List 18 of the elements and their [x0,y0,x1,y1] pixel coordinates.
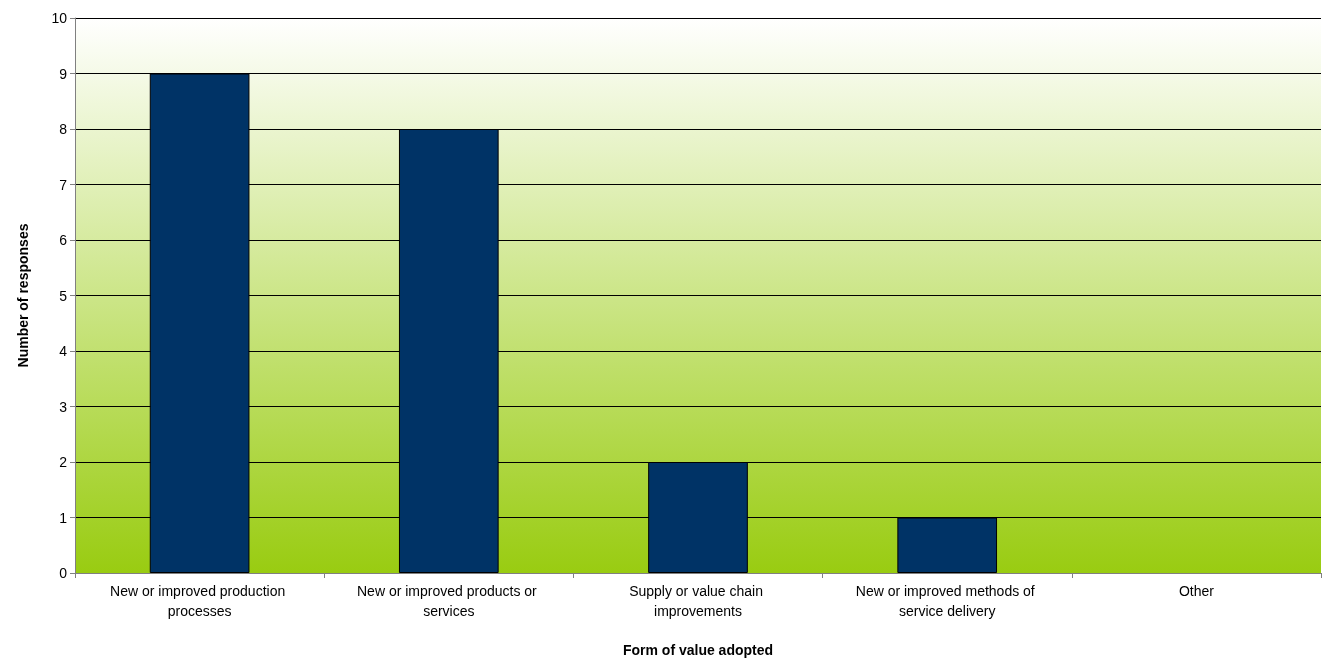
y-tick-label: 2 [59,454,68,470]
y-tick-label: 9 [59,65,68,82]
x-tick-label: Supply or value chain improvements [629,583,767,619]
y-tick-label: 8 [59,121,68,137]
y-axis-title: Number of responses [15,223,31,368]
y-tick-label: 5 [59,287,68,304]
x-tick-label: New or improved products or services [356,583,541,619]
y-tick-label: 7 [59,176,68,193]
y-tick-label: 1 [59,509,68,526]
x-tick-label: New or improved production processes [110,583,290,619]
x-tick-label: Other [1178,583,1215,599]
y-tick-label: 6 [59,232,68,248]
y-tick-label: 3 [59,398,68,415]
x-tick-label: New or improved methods of service delivery [855,583,1039,619]
y-tick-label: 4 [59,343,68,359]
x-axis-title: Form of value adopted [622,642,774,658]
y-tick-label: 0 [59,565,68,581]
y-tick-label: 10 [51,10,68,26]
